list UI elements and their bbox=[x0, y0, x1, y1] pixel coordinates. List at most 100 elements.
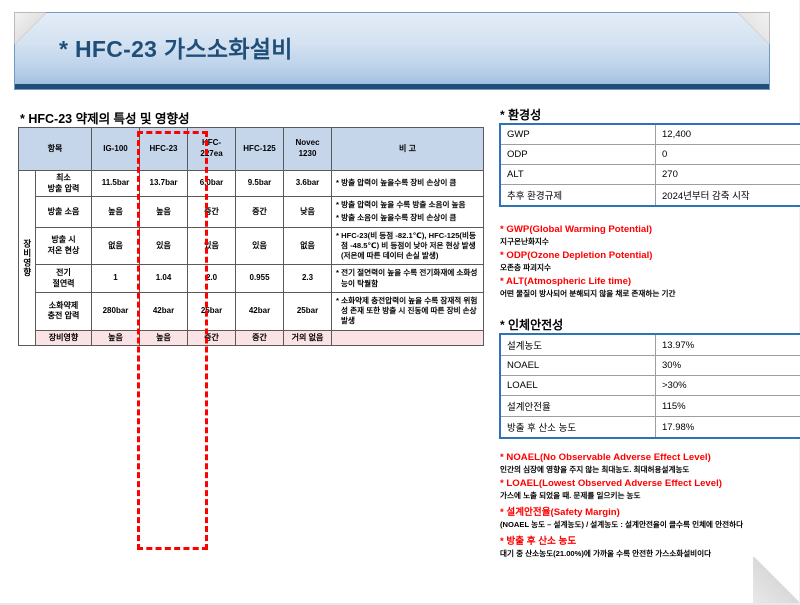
note-term-oxygen: * 방출 후 산소 농도 bbox=[500, 536, 577, 547]
table-row: 장비영향 최소 방출 압력 11.5bar 13.7bar 6.0bar 9.5… bbox=[18, 169, 485, 347]
safety-key-noael: NOAEL bbox=[500, 355, 656, 376]
column-header-hfc227ea: HFC- 227ea bbox=[187, 127, 237, 171]
table-row: 방출 소음 높음 높음 중간 중간 낮음 * 방출 압력이 높을 수록 방출 소… bbox=[19, 196, 485, 228]
table-row: GWP 12,400 bbox=[500, 124, 800, 145]
cell-hfc125: 42bar bbox=[235, 291, 285, 331]
safety-key-safety-margin: 설계안전율 bbox=[500, 395, 656, 417]
cell-novec1230: 3.6bar bbox=[283, 169, 333, 198]
env-key-alt: ALT bbox=[500, 164, 656, 185]
cell-hfc23: 높음 bbox=[139, 196, 189, 228]
note-term-noael: * NOAEL(No Observable Adverse Effect Lev… bbox=[500, 452, 711, 463]
table-row: ODP 0 bbox=[500, 144, 800, 165]
table-row: 방출 후 산소 농도 17.98% bbox=[500, 416, 800, 438]
cell-novec1230: 없음 bbox=[283, 226, 333, 266]
safety-key-loael: LOAEL bbox=[500, 375, 656, 396]
cell-novec1230: 낮음 bbox=[283, 196, 333, 228]
table-row: 소화약제 충전 압력 280bar 42bar 25bar 42bar 25ba… bbox=[19, 291, 485, 331]
row-label-charging-pressure: 소화약제 충전 압력 bbox=[34, 291, 93, 331]
cell-remark: * 전기 절연력이 높을 수록 전기화재에 소화성능이 탁월함 bbox=[331, 264, 485, 293]
page-fold-corner-icon bbox=[753, 557, 799, 603]
column-header-novec-line2: 1230 bbox=[298, 149, 317, 158]
safety-value-oxygen-concentration: 17.98% bbox=[655, 416, 800, 438]
table-row: ALT 270 bbox=[500, 164, 800, 185]
safety-value-noael: 30% bbox=[655, 355, 800, 376]
characteristics-table: 항목 IG-100 HFC-23 HFC- 227ea HFC-125 Nove… bbox=[17, 127, 485, 347]
cell-ig100: 11.5bar bbox=[91, 169, 141, 198]
safety-notes: * NOAEL(No Observable Adverse Effect Lev… bbox=[500, 452, 800, 562]
cell-hfc227ea: 2.0 bbox=[187, 264, 237, 293]
row-label-discharge-noise: 방출 소음 bbox=[34, 196, 93, 228]
cell-hfc227ea: 있음 bbox=[187, 226, 237, 266]
column-header-hfc23: HFC-23 bbox=[139, 127, 189, 171]
env-key-regulation: 추후 환경규제 bbox=[500, 184, 656, 206]
note-term-loael: * LOAEL(Lowest Observed Adverse Effect L… bbox=[500, 478, 722, 489]
row-label-low-temperature: 방출 시 저온 현상 bbox=[34, 226, 93, 266]
banner-underline bbox=[15, 84, 769, 89]
note-desc-odp: 오존층 파괴지수 bbox=[500, 263, 552, 272]
cell-hfc23: 높음 bbox=[139, 329, 189, 347]
cell-hfc227ea: 중간 bbox=[187, 329, 237, 347]
note-term-safety-margin: * 설계안전율(Safety Margin) bbox=[500, 507, 620, 518]
column-header-remark: 비 고 bbox=[331, 127, 485, 171]
page-title: * HFC-23 가스소화설비 bbox=[59, 36, 293, 62]
cell-ig100: 없음 bbox=[91, 226, 141, 266]
table-row: 추후 환경규제 2024년부터 감축 시작 bbox=[500, 184, 800, 206]
row-label-equipment-impact: 장비영향 bbox=[34, 329, 93, 347]
cell-novec1230: 2.3 bbox=[283, 264, 333, 293]
column-header-hfc125: HFC-125 bbox=[235, 127, 285, 171]
column-header-hfc227ea-line2: 227ea bbox=[200, 149, 223, 158]
env-value-gwp: 12,400 bbox=[655, 124, 800, 145]
column-header-hfc227ea-line1: HFC- bbox=[201, 138, 222, 148]
note-desc-oxygen: 대기 중 산소농도(21.00%)에 가까울 수록 안전한 가스소화설비이다 bbox=[500, 549, 712, 558]
cell-hfc23: 42bar bbox=[139, 291, 189, 331]
cell-hfc23: 13.7bar bbox=[139, 169, 189, 198]
table-row: 방출 시 저온 현상 없음 있음 있음 있음 없음 * HFC-23(비 등점 … bbox=[19, 226, 485, 266]
env-value-regulation: 2024년부터 감축 시작 bbox=[655, 184, 800, 206]
human-safety-table: 설계농도 13.97% NOAEL 30% LOAEL >30% 설계안전율 1… bbox=[499, 333, 800, 439]
banner-fold-right-icon bbox=[738, 12, 770, 44]
table-row: 전기 절연력 1 1.04 2.0 0.955 2.3 * 전기 절연력이 높을… bbox=[19, 264, 485, 293]
safety-value-loael: >30% bbox=[655, 375, 800, 396]
column-header-ig100: IG-100 bbox=[91, 127, 141, 171]
env-key-gwp: GWP bbox=[500, 124, 656, 145]
cell-remark: * 소화약제 충전압력이 높을 수록 잠재적 위험성 존재 또한 방출 시 진동… bbox=[331, 291, 485, 331]
safety-key-design-concentration: 설계농도 bbox=[500, 334, 656, 356]
column-header-novec1230: Novec 1230 bbox=[283, 127, 333, 171]
cell-remark bbox=[331, 329, 485, 347]
table-header-row: 항목 IG-100 HFC-23 HFC- 227ea HFC-125 Nove… bbox=[17, 127, 485, 171]
env-key-odp: ODP bbox=[500, 144, 656, 165]
note-desc-gwp: 지구온난화지수 bbox=[500, 237, 549, 246]
cell-hfc227ea: 6.0bar bbox=[187, 169, 237, 198]
table-row: NOAEL 30% bbox=[500, 355, 800, 376]
cell-ig100: 280bar bbox=[91, 291, 141, 331]
environment-notes: * GWP(Global Warming Potential) 지구온난화지수 … bbox=[500, 224, 800, 302]
cell-hfc125: 중간 bbox=[235, 196, 285, 228]
row-label-min-discharge-pressure: 최소 방출 압력 bbox=[34, 169, 93, 198]
safety-value-design-concentration: 13.97% bbox=[655, 334, 800, 356]
note-desc-loael: 가스에 노출 되었을 때. 문제를 일으키는 농도 bbox=[500, 491, 641, 500]
column-header-novec-line1: Novec bbox=[295, 138, 320, 148]
table-row: 설계안전율 115% bbox=[500, 395, 800, 417]
cell-ig100: 높음 bbox=[91, 196, 141, 228]
table-row: 설계농도 13.97% bbox=[500, 334, 800, 356]
cell-hfc125: 0.955 bbox=[235, 264, 285, 293]
table-row: LOAEL >30% bbox=[500, 375, 800, 396]
cell-hfc227ea: 중간 bbox=[187, 196, 237, 228]
cell-ig100: 높음 bbox=[91, 329, 141, 347]
note-desc-safety-margin: (NOAEL 농도 – 설계농도) / 설계농도 : 설계안전율이 클수록 인체… bbox=[500, 520, 744, 529]
cell-hfc227ea: 25bar bbox=[187, 291, 237, 331]
safety-key-oxygen-concentration: 방출 후 산소 농도 bbox=[500, 416, 656, 438]
env-value-odp: 0 bbox=[655, 144, 800, 165]
cell-remark: * 방출 압력이 높을수록 장비 손상이 큼 bbox=[331, 169, 485, 198]
note-desc-alt: 어떤 물질이 방사되어 분해되지 않을 채로 존재하는 기간 bbox=[500, 289, 676, 298]
table-row-equipment-impact: 장비영향 높음 높음 중간 중간 거의 없음 bbox=[19, 329, 485, 347]
left-section-heading: * HFC-23 약제의 특성 및 영향성 bbox=[20, 112, 190, 126]
cell-hfc125: 중간 bbox=[235, 329, 285, 347]
cell-ig100: 1 bbox=[91, 264, 141, 293]
cell-remark: * HFC-23(비 등점 -82.1℃), HFC-125(비등점 -48.5… bbox=[331, 226, 485, 266]
row-label-electric-insulation: 전기 절연력 bbox=[34, 264, 93, 293]
note-term-odp: * ODP(Ozone Depletion Potential) bbox=[500, 250, 653, 261]
equipment-impact-side-label: 장비영향 bbox=[18, 169, 36, 347]
column-header-item: 항목 bbox=[17, 127, 93, 171]
